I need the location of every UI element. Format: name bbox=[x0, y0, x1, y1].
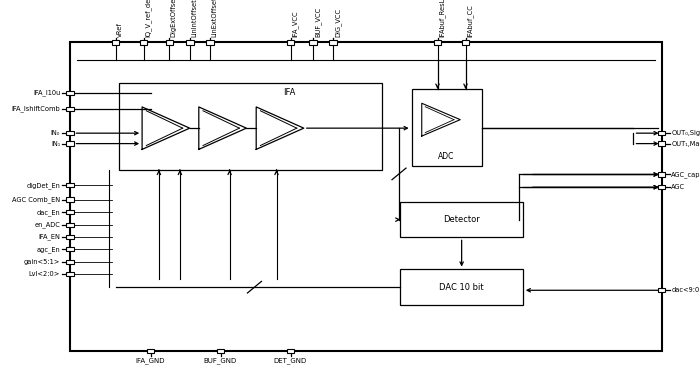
Text: IN₁: IN₁ bbox=[51, 141, 60, 147]
Bar bbox=[66, 90, 74, 95]
Text: IFA_I10u: IFA_I10u bbox=[33, 89, 60, 96]
Text: vRef: vRef bbox=[117, 22, 123, 37]
Text: digDet_En: digDet_En bbox=[27, 182, 60, 189]
Text: IFA_EN: IFA_EN bbox=[38, 234, 60, 240]
Bar bbox=[309, 40, 316, 44]
Bar bbox=[658, 131, 665, 135]
Bar bbox=[658, 288, 665, 293]
Text: IFA_IshiftComb: IFA_IshiftComb bbox=[11, 105, 60, 112]
Bar bbox=[66, 107, 74, 111]
Bar bbox=[658, 172, 665, 176]
Bar bbox=[462, 40, 469, 44]
Text: AGC_cap: AGC_cap bbox=[671, 171, 700, 178]
Bar bbox=[412, 89, 482, 166]
Bar bbox=[400, 269, 523, 305]
Text: agc_En: agc_En bbox=[36, 246, 60, 253]
Bar bbox=[66, 141, 74, 146]
Bar bbox=[66, 197, 74, 201]
Text: dac_En: dac_En bbox=[36, 209, 60, 216]
Bar bbox=[287, 349, 294, 354]
Bar bbox=[66, 247, 74, 252]
Bar bbox=[119, 83, 382, 170]
Bar bbox=[329, 40, 337, 44]
Text: LinIntOffset: LinIntOffset bbox=[191, 0, 197, 37]
Text: DigExtOffset: DigExtOffset bbox=[171, 0, 177, 37]
Text: DAC 10 bit: DAC 10 bit bbox=[440, 283, 484, 292]
Bar bbox=[70, 42, 662, 351]
Bar bbox=[66, 272, 74, 276]
Bar bbox=[658, 185, 665, 189]
Text: OUT₀,Sign: OUT₀,Sign bbox=[671, 130, 700, 136]
Bar bbox=[66, 259, 74, 264]
Text: IN₀: IN₀ bbox=[51, 130, 60, 136]
Bar bbox=[66, 235, 74, 239]
Bar bbox=[165, 40, 174, 44]
Bar bbox=[186, 40, 194, 44]
Text: en_ADC: en_ADC bbox=[34, 221, 60, 228]
Bar bbox=[658, 141, 665, 146]
Text: LinExtOffset: LinExtOffset bbox=[211, 0, 218, 37]
Bar bbox=[139, 40, 147, 44]
Text: BUF_GND: BUF_GND bbox=[204, 357, 237, 364]
Text: Detector: Detector bbox=[443, 215, 480, 224]
Text: IFA_GND: IFA_GND bbox=[136, 357, 165, 364]
Bar bbox=[434, 40, 442, 44]
Text: IFA: IFA bbox=[284, 88, 296, 96]
Bar bbox=[400, 202, 523, 237]
Bar bbox=[66, 210, 74, 215]
Bar bbox=[112, 40, 119, 44]
Text: IFAbuf_CC: IFAbuf_CC bbox=[467, 4, 474, 37]
Bar bbox=[66, 183, 74, 187]
Text: IFA_VCC: IFA_VCC bbox=[292, 10, 299, 37]
Text: AGC Comb_EN: AGC Comb_EN bbox=[12, 196, 60, 203]
Text: Lvl<2:0>: Lvl<2:0> bbox=[29, 271, 60, 277]
Text: IFAbuf_ResLoad: IFAbuf_ResLoad bbox=[439, 0, 446, 37]
Bar bbox=[147, 349, 155, 354]
Text: IQ_V_ref_det: IQ_V_ref_det bbox=[145, 0, 152, 37]
Text: BUF_VCC: BUF_VCC bbox=[314, 7, 321, 37]
Text: dac<9:0>: dac<9:0> bbox=[671, 287, 700, 293]
Text: gain<5:1>: gain<5:1> bbox=[24, 259, 60, 265]
Bar bbox=[66, 131, 74, 135]
Text: AGC: AGC bbox=[671, 184, 685, 190]
Text: ADC: ADC bbox=[438, 152, 455, 161]
Bar bbox=[206, 40, 214, 44]
Bar bbox=[287, 40, 294, 44]
Text: DET_GND: DET_GND bbox=[274, 357, 307, 364]
Bar bbox=[66, 222, 74, 227]
Text: DIG_VCC: DIG_VCC bbox=[335, 8, 342, 37]
Text: OUT₁,Magn: OUT₁,Magn bbox=[671, 141, 700, 147]
Bar bbox=[217, 349, 224, 354]
